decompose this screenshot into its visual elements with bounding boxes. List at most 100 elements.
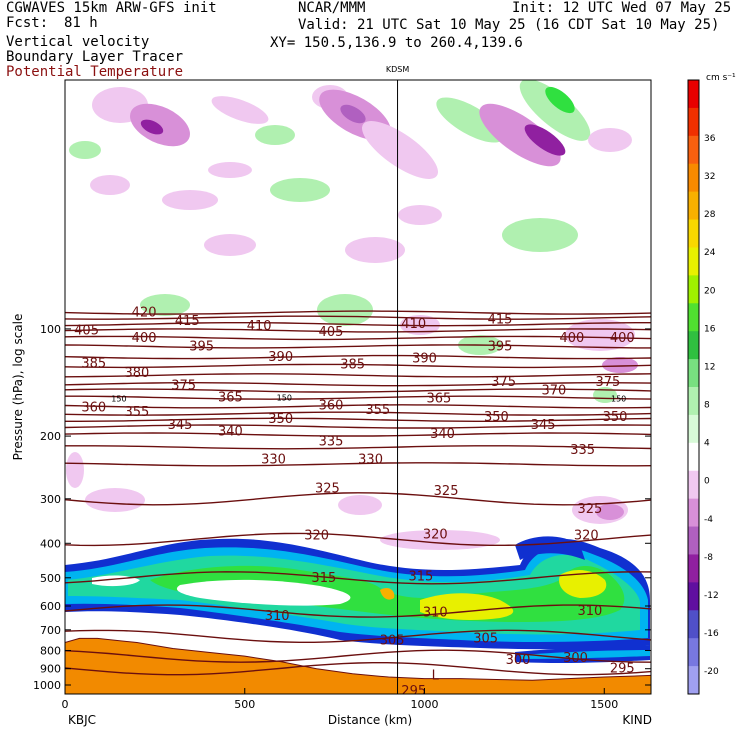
y-tick-label: 100 <box>40 323 61 336</box>
model-title: CGWAVES 15km ARW-GFS init <box>6 0 217 16</box>
y-tick-label: 700 <box>40 624 61 637</box>
contour-label: 375 <box>171 378 196 393</box>
theta-contour-405 <box>65 328 651 333</box>
contour-label: 395 <box>488 339 513 354</box>
contour-label: 335 <box>319 434 344 449</box>
contour-label: 310 <box>265 609 290 624</box>
field-potential-temperature: Potential Temperature <box>6 64 184 80</box>
colorbar-label: 8 <box>704 401 710 411</box>
theta-contour-335 <box>65 445 651 450</box>
contour-label: 365 <box>426 392 451 407</box>
theta-contour-365 <box>65 395 651 400</box>
contour-label: 350 <box>268 412 293 427</box>
colorbar-label: 24 <box>704 248 716 258</box>
contour-label: 325 <box>434 484 459 499</box>
colorbar-swatch <box>688 582 699 611</box>
x-axis: 0 500 1000 1500 <box>62 688 618 711</box>
colorbar-swatch <box>688 470 699 500</box>
contour-label: 375 <box>595 375 620 390</box>
y-tick-label: 200 <box>40 430 61 443</box>
field-bl-tracer: Boundary Layer Tracer <box>6 49 184 65</box>
theta-contour-340 <box>65 432 651 437</box>
theta-contour-415 <box>65 315 651 320</box>
colorbar-label: -8 <box>704 553 713 563</box>
x-tick-label: 1500 <box>590 698 618 711</box>
colorbar-swatch <box>688 80 699 109</box>
theta-contour-385 <box>65 363 651 369</box>
colorbar-frame <box>687 79 700 695</box>
theta-contour-360 <box>65 404 651 409</box>
contour-label: 355 <box>365 403 390 418</box>
forecast-hour-value: 81 h <box>64 15 98 31</box>
theta-contour-345 <box>65 424 651 429</box>
contour-label: 295 <box>401 684 426 699</box>
colorbar-swatch <box>688 666 699 695</box>
colorbar-swatch <box>688 387 699 416</box>
contour-label: 310 <box>577 604 602 619</box>
valid-time: Valid: 21 UTC Sat 10 May 25 (16 CDT Sat … <box>298 17 720 33</box>
colorbar-swatch <box>688 554 699 583</box>
contour-label: 340 <box>218 424 243 439</box>
y-tick-label: 600 <box>40 600 61 613</box>
contour-label: 320 <box>304 528 329 543</box>
contour-label: 390 <box>412 351 437 366</box>
colorbar-swatch <box>688 359 699 388</box>
contour-label: 400 <box>610 331 635 346</box>
contour-label: 380 <box>124 366 149 381</box>
colorbar-swatch <box>688 303 699 332</box>
station-marker-label: KDSM <box>386 65 409 74</box>
colorbar-swatch <box>688 163 699 193</box>
right-endpoint-label: KIND <box>622 713 652 727</box>
theta-contour-320 <box>65 532 651 547</box>
colorbar-label: 0 <box>704 477 710 487</box>
contour-label: 360 <box>319 398 344 413</box>
org-label: NCAR/MMM <box>298 0 366 16</box>
shaded-fields: 420 415 410 405 405 410 415 400 395 400 400 395 390 3… <box>65 80 651 699</box>
theta-contour-330 <box>65 462 651 467</box>
colorbar-swatch <box>688 275 699 304</box>
colorbar-label: 28 <box>704 210 716 220</box>
theta-contour-305 <box>65 629 651 643</box>
colorbar-label: -12 <box>704 591 719 601</box>
contour-label: 300 <box>506 653 531 668</box>
theta-contour-395 <box>65 344 651 349</box>
contour-label: 340 <box>430 427 455 442</box>
x-axis-title: Distance (km) <box>328 713 412 727</box>
colorbar-swatch <box>688 414 699 444</box>
y-axis-title: Pressure (hPa), log scale <box>11 314 25 461</box>
colorbar-swatch <box>688 526 699 555</box>
contour-label: 150 <box>277 394 292 403</box>
colorbar-label: 36 <box>704 134 716 144</box>
contour-label: 355 <box>124 405 149 420</box>
y-axis: 100 200 300 400 500 600 700 800 900 1000 <box>33 323 651 692</box>
contour-label: 415 <box>175 314 200 329</box>
contour-label: 395 <box>189 339 214 354</box>
theta-contour-300 <box>65 649 651 663</box>
colorbar-swatch <box>688 107 699 137</box>
colorbar-unit: cm s⁻¹ <box>706 73 736 83</box>
contour-label: 330 <box>358 453 383 468</box>
contour-label: 150 <box>111 395 126 404</box>
theta-contour-420 <box>65 310 651 315</box>
contour-label: 370 <box>542 384 567 399</box>
y-tick-label: 500 <box>40 572 61 585</box>
vertical-velocity-field <box>66 80 638 550</box>
contour-label: 335 <box>570 443 595 458</box>
contour-label: 320 <box>423 528 448 543</box>
field-vertical-velocity: Vertical velocity <box>6 34 150 50</box>
contour-label: 360 <box>81 400 106 415</box>
y-tick-label: 1000 <box>33 679 61 692</box>
contour-label: 400 <box>559 331 584 346</box>
contour-label: 345 <box>531 418 556 433</box>
terrain <box>65 637 651 694</box>
bl-tracer-field <box>65 536 650 664</box>
plot-frame <box>64 79 652 695</box>
theta-contour-375 <box>65 382 651 387</box>
contour-label: 305 <box>473 631 498 646</box>
colorbar: 36 32 28 24 20 16 12 8 4 0 -4 -8 -12 -16 -20 <box>687 79 719 695</box>
theta-contour-410 <box>65 322 651 327</box>
theta-contour-310 <box>65 604 651 618</box>
colorbar-label: 16 <box>704 324 716 334</box>
colorbar-label: 4 <box>704 439 710 449</box>
x-tick-label: 1000 <box>411 698 439 711</box>
